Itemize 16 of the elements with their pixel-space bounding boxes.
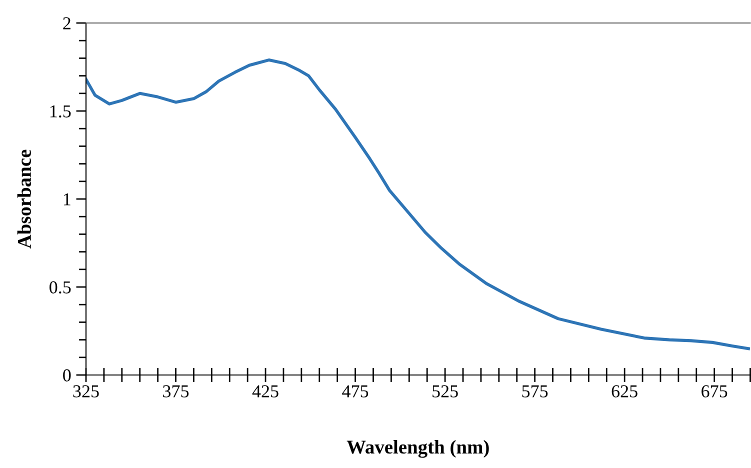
y-tick-label: 2 — [63, 17, 70, 30]
x-tick-label: 525 — [432, 385, 458, 398]
x-tick-label: 675 — [702, 385, 728, 398]
line-series — [86, 58, 750, 350]
y-tick-label: 1 — [64, 193, 70, 206]
y-tick-label: 0 — [63, 369, 71, 382]
x-axis-title: Wavelength (nm) — [346, 440, 489, 458]
x-tick-label: 425 — [252, 385, 278, 398]
x-tick-label: 475 — [342, 385, 368, 398]
x-tick-label: 375 — [163, 385, 189, 398]
x-tick-label: 325 — [73, 385, 99, 398]
y-tick-label: 0.5 — [50, 281, 71, 294]
y-tick-label: 1.5 — [50, 105, 71, 118]
y-axis-title: Absorbance — [17, 150, 32, 249]
x-tick-label: 625 — [612, 385, 638, 398]
x-tick-label: 575 — [522, 385, 548, 398]
